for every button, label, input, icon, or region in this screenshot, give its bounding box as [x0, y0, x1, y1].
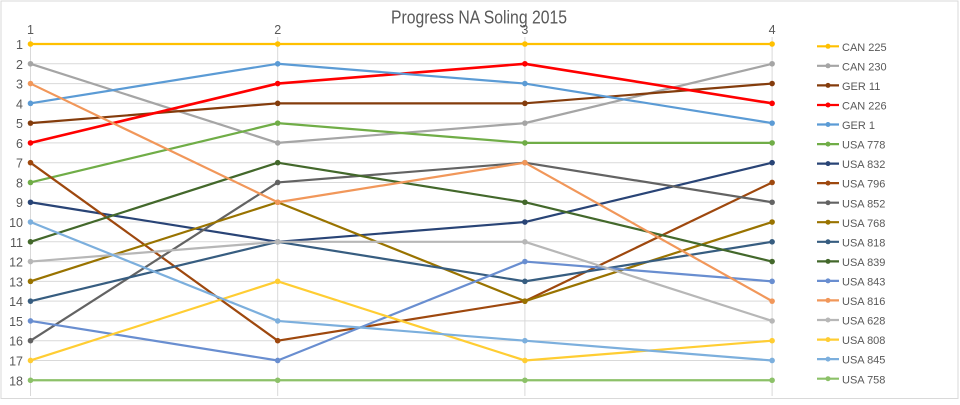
svg-text:18: 18 [9, 374, 23, 388]
svg-text:17: 17 [9, 355, 23, 369]
svg-text:2: 2 [274, 23, 281, 37]
svg-text:USA 808: USA 808 [842, 335, 885, 347]
svg-text:CAN 225: CAN 225 [842, 42, 887, 54]
svg-text:Progress NA Soling 2015: Progress NA Soling 2015 [391, 8, 567, 28]
svg-text:USA 758: USA 758 [842, 374, 885, 386]
svg-text:6: 6 [16, 137, 23, 151]
svg-text:12: 12 [9, 256, 23, 270]
svg-text:CAN 226: CAN 226 [842, 101, 887, 113]
svg-text:3: 3 [521, 23, 528, 37]
svg-text:2: 2 [16, 58, 23, 72]
svg-text:USA 796: USA 796 [842, 179, 885, 191]
svg-text:4: 4 [16, 97, 23, 111]
svg-text:13: 13 [9, 275, 23, 289]
svg-text:3: 3 [16, 78, 23, 92]
svg-text:1: 1 [16, 38, 23, 52]
svg-text:USA 839: USA 839 [842, 257, 885, 269]
svg-text:4: 4 [769, 23, 776, 37]
svg-text:7: 7 [16, 157, 23, 171]
svg-text:CAN 230: CAN 230 [842, 61, 887, 73]
svg-text:11: 11 [10, 236, 23, 250]
svg-text:1: 1 [27, 23, 34, 37]
svg-text:14: 14 [9, 295, 23, 309]
svg-text:USA 845: USA 845 [842, 355, 885, 367]
svg-text:16: 16 [9, 335, 23, 349]
svg-text:USA 818: USA 818 [842, 237, 885, 249]
svg-text:USA 768: USA 768 [842, 218, 885, 230]
svg-text:USA 778: USA 778 [842, 140, 885, 152]
svg-text:GER 11: GER 11 [842, 81, 880, 93]
svg-text:USA 852: USA 852 [842, 198, 885, 210]
svg-text:9: 9 [16, 196, 23, 210]
svg-text:USA 628: USA 628 [842, 316, 885, 328]
svg-text:10: 10 [9, 216, 23, 230]
svg-text:USA 832: USA 832 [842, 159, 885, 171]
svg-text:USA 816: USA 816 [842, 296, 885, 308]
svg-text:GER 1: GER 1 [842, 120, 875, 132]
svg-text:5: 5 [16, 117, 23, 131]
svg-text:15: 15 [9, 315, 23, 329]
svg-text:USA 843: USA 843 [842, 277, 885, 289]
svg-text:8: 8 [16, 177, 23, 191]
